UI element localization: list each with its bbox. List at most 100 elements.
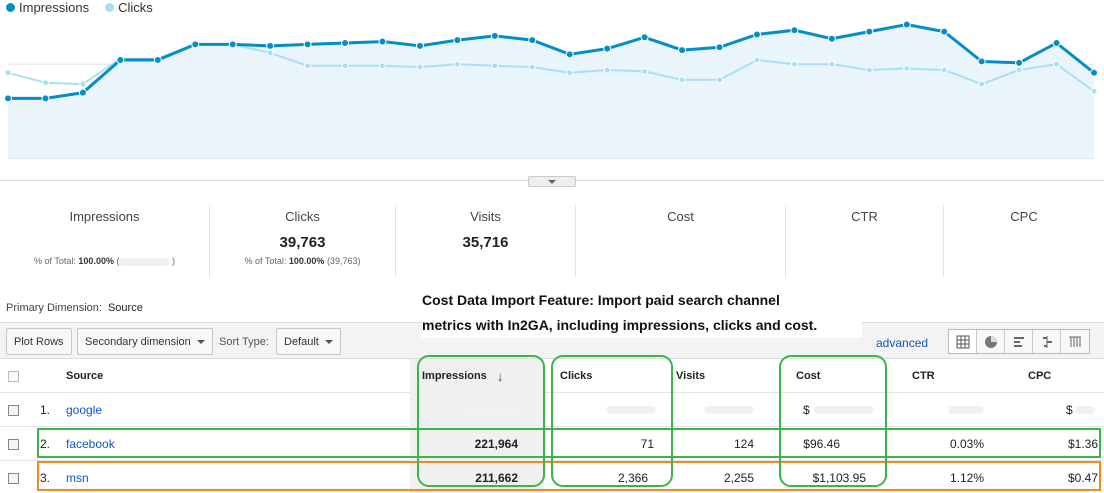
source-link[interactable]: google: [66, 403, 103, 417]
source-link[interactable]: facebook: [66, 437, 115, 451]
row-checkbox[interactable]: [8, 472, 19, 484]
primary-dimension-value[interactable]: Source: [107, 302, 143, 314]
bar-view-icon[interactable]: [1005, 330, 1033, 353]
legend-impressions-label: Impressions: [19, 0, 90, 15]
clicks-data-point[interactable]: [491, 62, 499, 70]
impressions-data-point[interactable]: [378, 37, 387, 46]
impressions-data-point[interactable]: [902, 20, 911, 29]
clicks-data-point[interactable]: [753, 56, 761, 64]
clicks-data-point[interactable]: [528, 63, 536, 71]
clicks-data-point[interactable]: [416, 63, 424, 71]
clicks-data-point[interactable]: [453, 60, 461, 68]
header-impressions[interactable]: Impressions ↓: [410, 359, 544, 393]
clicks-data-point[interactable]: [903, 65, 911, 73]
impressions-data-point[interactable]: [490, 31, 499, 40]
clicks-data-point[interactable]: [79, 80, 87, 88]
clicks-data-point[interactable]: [978, 80, 986, 88]
scorecard-cpc[interactable]: CPC: [944, 205, 1104, 277]
clicks-data-point[interactable]: [641, 67, 649, 75]
header-cpc[interactable]: CPC: [1028, 370, 1052, 382]
scorecard-impressions[interactable]: Impressions % of Total: 100.00% ( ): [0, 205, 210, 277]
header-cost[interactable]: Cost: [796, 370, 821, 382]
clicks-data-point[interactable]: [828, 60, 836, 68]
clicks-data-point[interactable]: [1053, 60, 1061, 68]
impressions-data-point[interactable]: [303, 40, 312, 49]
impressions-data-point[interactable]: [4, 94, 12, 103]
impressions-data-point[interactable]: [341, 38, 350, 47]
impressions-data-point[interactable]: [827, 34, 836, 43]
impressions-data-point[interactable]: [678, 46, 687, 55]
clicks-data-point[interactable]: [865, 66, 873, 74]
clicks-data-point[interactable]: [341, 62, 349, 70]
legend-impressions[interactable]: Impressions: [6, 0, 90, 15]
impressions-data-point[interactable]: [940, 27, 949, 36]
impressions-data-point[interactable]: [153, 56, 162, 65]
header-visits[interactable]: Visits: [676, 370, 706, 382]
impressions-data-point[interactable]: [41, 94, 50, 103]
impressions-series-line: [8, 22, 1095, 100]
redacted-value: [813, 406, 874, 414]
clicks-data-point[interactable]: [940, 66, 948, 74]
legend-clicks[interactable]: Clicks: [105, 0, 153, 15]
clicks-data-point[interactable]: [1015, 66, 1023, 74]
clicks-data-point[interactable]: [1090, 87, 1098, 95]
impressions-data-point[interactable]: [228, 40, 237, 49]
sort-type-dropdown[interactable]: Default: [276, 328, 341, 355]
scorecard-value: [576, 234, 785, 252]
select-all-checkbox[interactable]: [8, 370, 19, 382]
impressions-data-point[interactable]: [752, 30, 761, 39]
impressions-data-point[interactable]: [415, 41, 424, 50]
impressions-data-point[interactable]: [191, 40, 200, 49]
impressions-data-point[interactable]: [78, 88, 87, 97]
impressions-data-point[interactable]: [453, 36, 462, 45]
clicks-data-point[interactable]: [716, 76, 724, 84]
clicks-data-point[interactable]: [41, 79, 49, 87]
impressions-data-point[interactable]: [565, 50, 574, 59]
scorecard-clicks[interactable]: Clicks 39,763 % of Total: 100.00% (39,76…: [210, 205, 396, 277]
impressions-data-point[interactable]: [1052, 38, 1061, 47]
clicks-data-point[interactable]: [304, 62, 312, 70]
header-ctr[interactable]: CTR: [912, 370, 935, 382]
clicks-data-point[interactable]: [266, 49, 274, 57]
pivot-view-icon[interactable]: [1061, 330, 1089, 353]
comparison-view-icon[interactable]: [1033, 330, 1061, 353]
scorecard-visits[interactable]: Visits 35,716: [396, 205, 576, 277]
source-link[interactable]: msn: [66, 471, 89, 485]
header-source[interactable]: Source: [66, 370, 104, 382]
clicks-data-point[interactable]: [790, 60, 798, 68]
impressions-cell: [410, 393, 544, 427]
scorecard-cost[interactable]: Cost: [576, 205, 786, 277]
clicks-data-point[interactable]: [378, 62, 386, 70]
impressions-data-point[interactable]: [977, 57, 986, 66]
pie-view-icon[interactable]: [977, 330, 1005, 353]
row-checkbox[interactable]: [8, 438, 19, 450]
row-index: 2.: [40, 437, 51, 451]
subtotal-prefix: % of Total:: [244, 256, 287, 266]
clicks-data-point[interactable]: [603, 66, 611, 74]
impressions-data-point[interactable]: [603, 44, 612, 53]
clicks-data-point[interactable]: [4, 69, 12, 77]
plot-rows-label: Plot Rows: [14, 335, 64, 348]
scorecard-label: Visits: [470, 209, 501, 224]
impressions-data-point[interactable]: [116, 56, 125, 65]
impressions-data-point[interactable]: [528, 36, 537, 45]
header-clicks[interactable]: Clicks: [560, 370, 593, 382]
plot-rows-button[interactable]: Plot Rows: [6, 328, 72, 355]
scorecard-label: CTR: [851, 209, 878, 224]
scorecard-ctr[interactable]: CTR: [786, 205, 944, 277]
clicks-data-point[interactable]: [678, 76, 686, 84]
impressions-data-point[interactable]: [790, 26, 799, 35]
impressions-data-point[interactable]: [715, 43, 724, 52]
clicks-data-point[interactable]: [566, 69, 574, 77]
impressions-data-point[interactable]: [640, 33, 649, 42]
impressions-data-point[interactable]: [865, 27, 874, 36]
row-checkbox[interactable]: [8, 404, 19, 416]
grid-view-icon[interactable]: [949, 330, 977, 353]
advanced-filter-link[interactable]: advanced: [876, 336, 929, 350]
impressions-data-point[interactable]: [266, 41, 275, 50]
impressions-data-point[interactable]: [1090, 68, 1098, 77]
impressions-data-point[interactable]: [1015, 58, 1024, 67]
ctr-cell: 0.03%: [949, 437, 984, 451]
secondary-dimension-dropdown[interactable]: Secondary dimension: [77, 328, 213, 355]
collapse-chart-button[interactable]: [528, 176, 576, 187]
